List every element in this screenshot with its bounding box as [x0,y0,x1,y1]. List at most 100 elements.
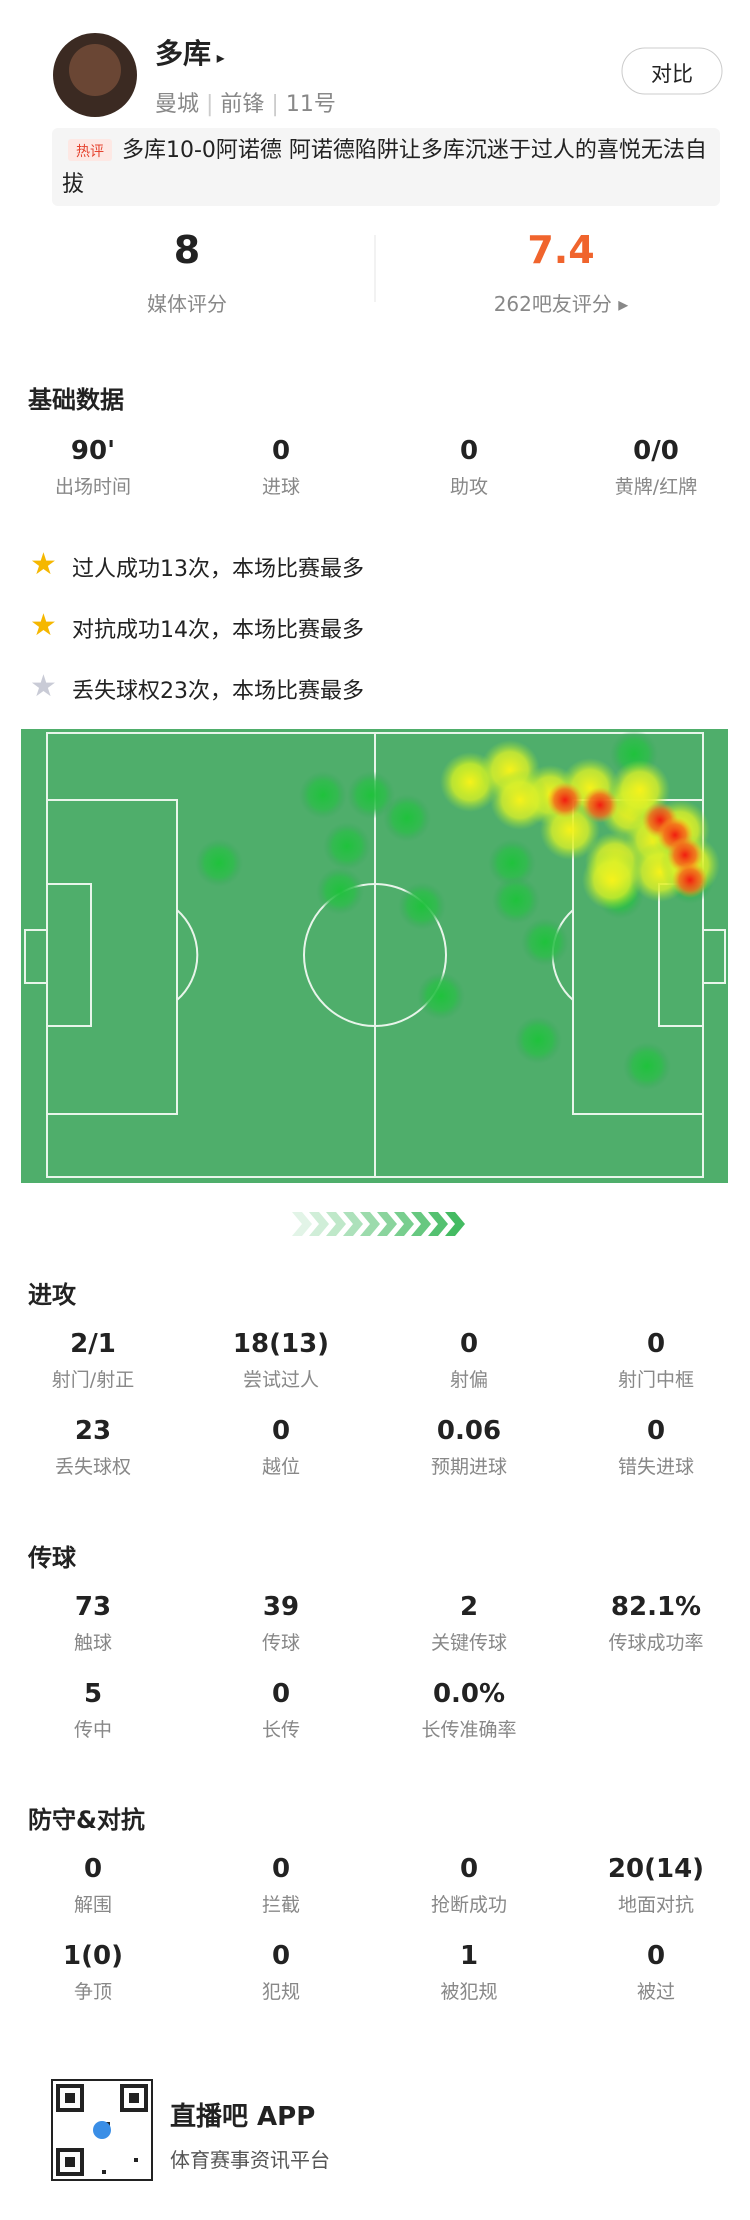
stat-value: 2 [459,1592,479,1622]
highlight-text: 对抗成功14次，本场比赛最多 [72,618,364,643]
chevron [411,1212,431,1236]
stat-label: 地面对抗 [617,1894,694,1916]
stat-label: 丢失球权 [54,1456,131,1478]
stat-label: 助攻 [449,476,488,498]
heat-spot [488,839,536,887]
stat-label: 传球成功率 [608,1632,704,1654]
stat-label: 进球 [261,476,300,498]
section-title: 基础数据 [28,386,124,414]
highlight-star: ★ [30,547,57,582]
stat-value: 0 [83,1854,103,1884]
chevron [309,1212,329,1236]
heat-spot [582,850,642,910]
stat-label: 解围 [73,1894,112,1916]
section-title: 防守&对抗 [28,1806,145,1834]
avatar-face [69,44,121,96]
stat-value: 1(0) [63,1941,123,1971]
stat-label: 射门/射正 [51,1369,135,1391]
stat-label: 传中 [73,1719,112,1741]
qr-finder [120,2084,148,2112]
chevron [394,1212,414,1236]
app-name: 直播吧 APP [170,2102,316,2132]
qr-finder-core [129,2093,139,2103]
fan-label[interactable]: 262吧友评分 ▸ [493,292,629,316]
heat-spot [299,771,347,819]
stat-value: 0 [271,1854,291,1884]
stat-value: 5 [83,1679,103,1709]
chevron [377,1212,397,1236]
stat-label: 射门中框 [617,1369,694,1391]
stat-value: 90' [70,436,116,466]
highlight-text: 过人成功13次，本场比赛最多 [72,557,364,582]
player-name-text: 多库 [155,37,212,70]
heat-spot [347,771,395,819]
stat-value: 0.0% [432,1679,506,1709]
heat-spot [623,1042,671,1090]
position: 前锋 [220,92,265,117]
stat-label: 触球 [73,1632,112,1654]
stat-value: 82.1% [610,1592,702,1622]
player-name[interactable]: 多库 ▸ [155,37,225,70]
stat-value: 0/0 [633,436,679,466]
qr-finder-core [65,2093,75,2103]
fan-label-text: 262吧友评分 [493,292,612,316]
heatmap [21,729,728,1183]
heat-spot [547,782,583,818]
stat-label: 长传准确率 [421,1719,517,1741]
qr-finder [56,2084,84,2112]
compare-button[interactable]: 对比 [651,62,693,86]
stat-value: 0 [459,436,479,466]
chevron [445,1212,465,1236]
heat-spot [316,867,364,915]
heat-spot [492,876,540,924]
heat-spot [398,882,446,930]
stat-label: 长传 [261,1719,300,1741]
stat-value: 18(13) [232,1329,330,1359]
stat-value: 73 [74,1592,112,1622]
compare-button-bg[interactable] [621,47,723,95]
hot-comment-bg [52,128,720,206]
stat-value: 0 [459,1329,479,1359]
app-slogan: 体育赛事资讯平台 [170,2148,330,2172]
stat-label: 抢断成功 [430,1894,507,1916]
stat-label: 被犯规 [440,1981,498,2003]
highlight-star: ★ [30,669,57,704]
heat-spot [195,839,243,887]
highlight-star: ★ [30,608,57,643]
media-label: 媒体评分 [147,292,227,316]
stat-value: 20(14) [607,1854,705,1884]
scroll-arrows [292,1212,465,1236]
stat-value: 0 [646,1329,666,1359]
stat-value: 39 [262,1592,300,1622]
stat-label: 拦截 [261,1894,300,1916]
qr-logo [93,2121,111,2139]
number: 11号 [285,92,336,117]
stat-value: 0 [459,1854,479,1884]
stat-label: 被过 [636,1981,675,2003]
team: 曼城 [155,92,200,117]
section-title: 进攻 [28,1281,76,1309]
chevron [343,1212,363,1236]
qr-finder-core [65,2157,75,2167]
stat-label: 越位 [261,1456,300,1478]
stat-label: 传球 [261,1632,300,1654]
stat-label: 出场时间 [54,476,131,498]
qr-finder [56,2148,84,2176]
heat-spot [521,918,569,966]
stat-label: 争顶 [73,1981,112,2003]
stat-label: 射偏 [449,1369,488,1391]
chevron [360,1212,380,1236]
stat-label: 黄牌/红牌 [614,476,698,498]
heat-spot [672,862,708,898]
stat-value: 2/1 [70,1329,116,1359]
qr-cell [134,2158,138,2162]
stat-value: 0 [646,1416,666,1446]
hot-comment[interactable]: 多库10-0阿诺德 阿诺德陷阱让多库沉迷于过人的喜悦无法自拔 [62,138,707,197]
section-title: 传球 [28,1544,76,1572]
stat-value: 23 [74,1416,112,1446]
stat-value: 0 [271,1679,291,1709]
stat-label: 犯规 [261,1981,300,2003]
stat-label: 关键传球 [430,1632,507,1654]
heat-spot [323,822,371,870]
